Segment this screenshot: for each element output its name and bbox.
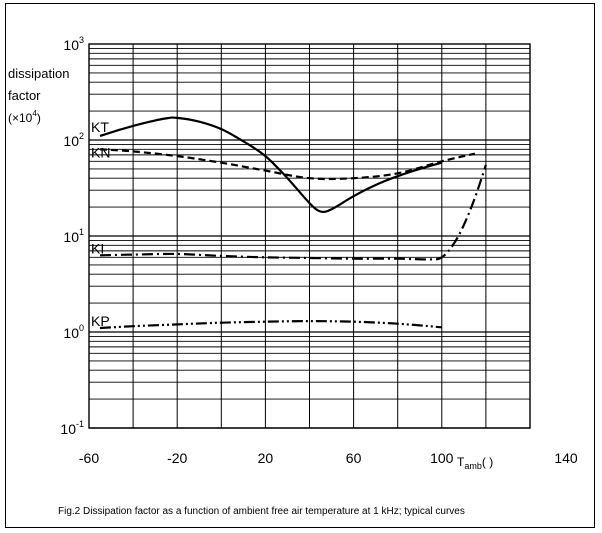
x-tick-label: -20 <box>167 450 187 466</box>
series-labels: KT KN KI KP <box>91 119 110 329</box>
tick-labels: -60 -20 20 60 100 140 10-1 100 101 102 103 <box>60 35 577 466</box>
y-tick-label: 100 <box>63 323 84 341</box>
x-tick-label: 20 <box>258 450 274 466</box>
x-tick-label: 100 <box>430 450 454 466</box>
x-tick-label: -60 <box>79 450 99 466</box>
curve-ki <box>99 164 487 261</box>
curves <box>99 116 487 330</box>
series-label-kt: KT <box>91 119 109 135</box>
y-axis-label-line1: dissipation <box>8 66 69 81</box>
curve-kn <box>99 148 476 181</box>
y-axis-label-line2: factor <box>8 88 41 103</box>
curve-kp <box>99 319 442 330</box>
curve-kt <box>99 116 443 214</box>
x-tick-label: 140 <box>554 450 578 466</box>
y-tick-label: 101 <box>63 227 84 245</box>
x-axis-label: Tamb( ) <box>457 455 493 471</box>
chart-grid <box>88 44 531 429</box>
y-axis-label-line3: (×104) <box>8 109 41 125</box>
y-tick-label: 10-1 <box>60 419 84 437</box>
y-tick-label: 102 <box>63 131 84 149</box>
figure-frame <box>5 3 595 528</box>
x-tick-label: 60 <box>346 450 362 466</box>
y-tick-label: 103 <box>63 35 84 53</box>
figure-caption: Fig.2 Dissipation factor as a function o… <box>58 506 465 517</box>
plot-border <box>88 43 531 429</box>
series-label-kn: KN <box>91 144 110 160</box>
series-label-ki: KI <box>91 240 104 256</box>
series-label-kp: KP <box>91 313 110 329</box>
